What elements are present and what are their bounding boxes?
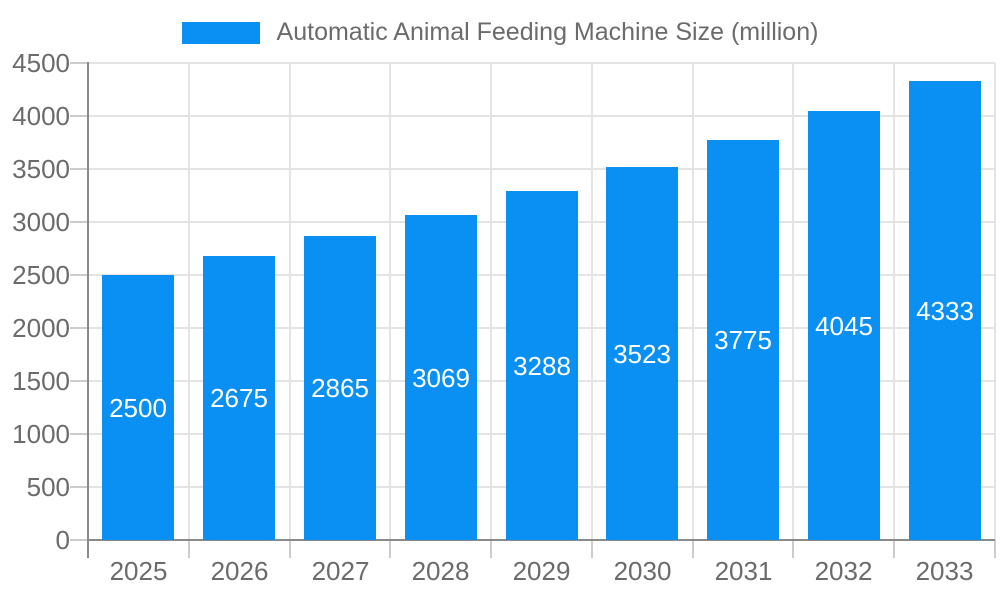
y-axis-tick-label: 500 [26,472,70,502]
y-axis-tick [70,62,88,64]
x-gridline [792,63,794,540]
x-gridline [289,63,291,540]
y-axis-tick [70,327,88,329]
y-axis-tick-label: 0 [55,525,70,555]
x-axis-tick-label: 2025 [109,556,168,586]
bar-2032: 4045 [808,111,880,540]
legend-label: Automatic Animal Feeding Machine Size (m… [276,18,819,46]
x-axis-tick-label: 2029 [512,556,571,586]
x-axis-tick-label: 2026 [210,556,269,586]
legend-swatch-icon [181,21,260,44]
x-gridline [188,63,190,540]
bar-value-label: 2675 [210,383,268,413]
x-axis-tick [289,540,291,558]
y-axis-tick [70,433,88,435]
bar-value-label: 3288 [513,350,571,381]
x-axis-tick [188,540,190,558]
x-axis-tick-label: 2031 [714,556,773,586]
bar-2026: 2675 [203,256,275,540]
y-axis-tick-label: 1500 [12,366,70,396]
bar-2031: 3775 [707,140,779,540]
bar-value-label: 3069 [412,362,470,393]
x-axis-tick-label: 2028 [411,556,470,586]
y-axis-tick-label: 2000 [12,313,70,343]
bar-value-label: 4333 [916,295,974,326]
y-axis-tick-label: 1000 [12,419,70,449]
y-axis-tick [70,486,88,488]
y-axis-tick-label: 4500 [12,48,70,78]
y-gridline [88,115,995,117]
y-axis-tick [70,221,88,223]
bar-value-label: 2865 [311,373,369,403]
y-axis-line [87,62,89,558]
x-axis-tick [994,540,996,558]
bar-2028: 3069 [405,215,477,540]
x-axis-tick-label: 2033 [915,556,974,586]
x-axis-tick [893,540,895,558]
bar-2025: 2500 [102,275,174,540]
bar-value-label: 2500 [109,392,167,423]
chart-legend[interactable]: Automatic Animal Feeding Machine Size (m… [0,18,1000,47]
x-axis-tick-label: 2027 [311,556,370,586]
bar-2029: 3288 [506,191,578,540]
bar-value-label: 3523 [613,338,671,369]
x-axis-tick [792,540,794,558]
x-axis-tick [692,540,694,558]
x-gridline [994,63,996,540]
bar-2030: 3523 [606,167,678,540]
y-axis-tick [70,539,88,541]
x-gridline [893,63,895,540]
x-axis-tick [490,540,492,558]
bar-2027: 2865 [304,236,376,540]
y-gridline [88,62,995,64]
x-axis-tick-label: 2032 [814,556,873,586]
x-axis-tick [389,540,391,558]
y-axis-tick-label: 2500 [12,260,70,290]
x-gridline [692,63,694,540]
y-axis-tick [70,380,88,382]
y-axis-tick [70,274,88,276]
x-axis-tick [591,540,593,558]
x-gridline [490,63,492,540]
y-axis-tick-label: 3500 [12,154,70,184]
x-axis-tick-label: 2030 [613,556,672,586]
y-axis-tick [70,168,88,170]
x-gridline [591,63,593,540]
x-gridline [389,63,391,540]
y-axis-tick [70,115,88,117]
bar-value-label: 3775 [714,325,772,355]
y-axis-tick-label: 4000 [12,101,70,131]
bar-2033: 4333 [909,81,981,540]
y-axis-tick-label: 3000 [12,207,70,237]
y-gridline [88,168,995,170]
x-axis-line [87,539,995,541]
bar-value-label: 4045 [815,310,873,341]
